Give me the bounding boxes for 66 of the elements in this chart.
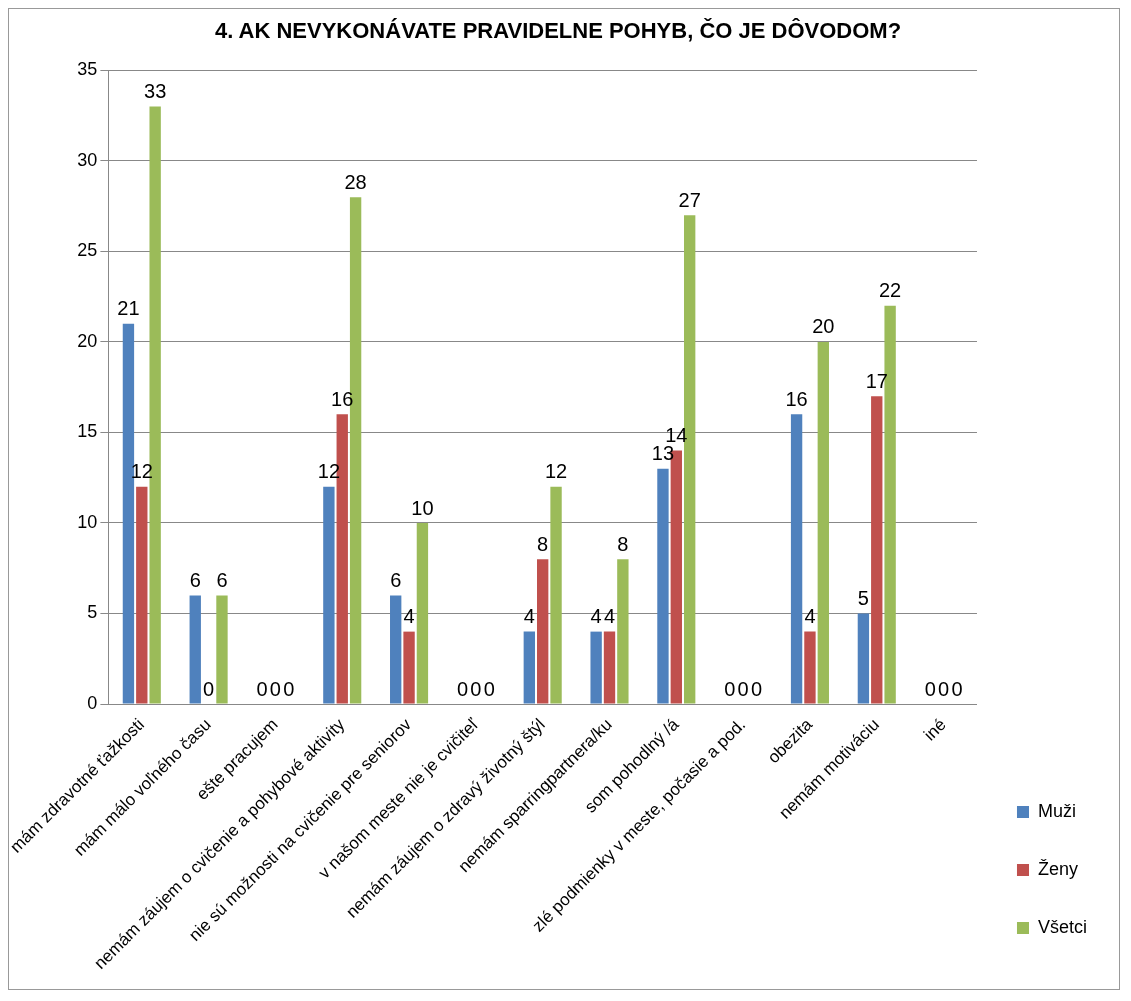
y-tick-label: 0: [87, 693, 98, 713]
data-label: 0: [938, 677, 950, 700]
data-label: 10: [411, 496, 434, 519]
bar: [817, 341, 829, 704]
bar: [603, 631, 616, 704]
data-label: 22: [879, 279, 902, 302]
y-tick-label: 20: [77, 330, 98, 351]
chart-title: 4. AK NEVYKONÁVATE PRAVIDELNE POHYB, ČO JE DÔVODOM?: [214, 18, 902, 44]
data-label: 0: [924, 677, 936, 700]
data-label: 6: [216, 568, 228, 591]
bar: [804, 631, 816, 704]
data-label: 4: [804, 605, 816, 628]
bar: [136, 486, 148, 704]
bar: [216, 595, 228, 704]
bar: [857, 613, 870, 704]
data-label: 4: [603, 605, 616, 628]
data-label: 16: [785, 387, 808, 410]
bar: [523, 631, 535, 704]
bar: [790, 414, 803, 704]
data-label: 0: [750, 677, 763, 700]
data-label: 0: [269, 677, 281, 700]
data-label: 33: [144, 80, 167, 103]
data-label: 13: [651, 442, 675, 465]
data-label: 4: [523, 605, 535, 628]
bar: [550, 486, 562, 704]
bar: [189, 595, 201, 704]
data-label: 21: [117, 297, 140, 320]
y-tick-label: 30: [77, 149, 98, 170]
y-tick-label: 10: [77, 511, 98, 532]
data-label: 5: [857, 587, 869, 610]
bar: [390, 595, 402, 704]
x-tick-label: iné: [920, 714, 950, 745]
bar: [590, 631, 602, 704]
data-label: 0: [203, 677, 215, 700]
data-label: 4: [590, 605, 602, 628]
data-label: 0: [456, 677, 469, 700]
y-tick-label: 35: [77, 59, 98, 80]
data-label: 0: [951, 677, 963, 700]
data-label: 12: [544, 460, 568, 483]
data-label: 27: [678, 188, 701, 211]
bar: [323, 486, 335, 704]
data-label: 28: [344, 170, 367, 193]
data-label: 0: [283, 677, 295, 700]
legend-label: Všetci: [1037, 916, 1088, 937]
legend-label: Ženy: [1037, 858, 1079, 879]
bar: [657, 468, 669, 704]
data-label: 4: [403, 605, 415, 628]
bar: [416, 523, 429, 704]
y-tick-label: 5: [87, 602, 98, 623]
y-tick-label: 25: [77, 240, 98, 261]
data-label: 0: [470, 677, 482, 700]
data-label: 6: [390, 568, 402, 591]
legend-label: Muži: [1037, 800, 1076, 821]
bar: [871, 396, 883, 704]
data-label: 0: [256, 677, 268, 700]
bar: [537, 559, 549, 704]
data-label: 0: [737, 677, 749, 700]
data-label: 0: [483, 677, 495, 700]
data-label: 8: [617, 532, 629, 555]
data-label: 8: [537, 532, 549, 555]
data-label: 20: [812, 315, 835, 338]
data-label: 6: [189, 568, 201, 591]
bar: [617, 559, 629, 704]
bar: [403, 631, 415, 704]
data-label: 0: [724, 677, 736, 700]
y-tick-label: 15: [77, 421, 98, 442]
